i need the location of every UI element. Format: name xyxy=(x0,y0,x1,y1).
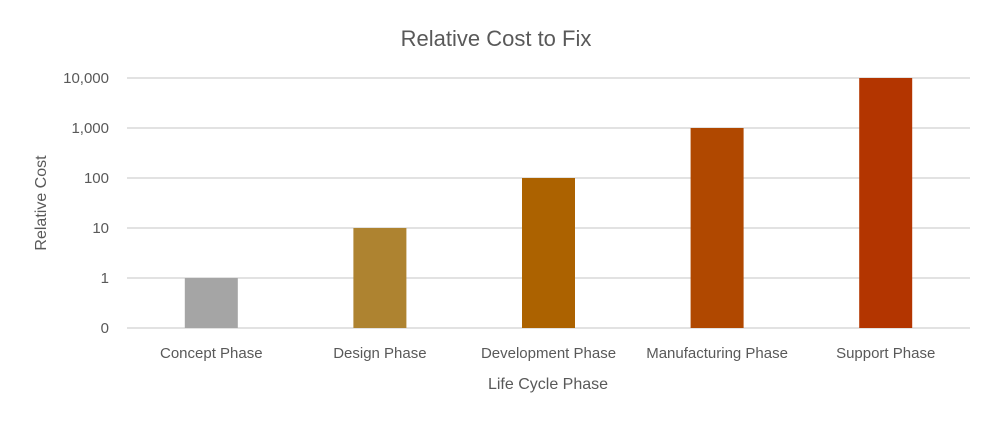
y-tick-label: 1 xyxy=(101,270,109,287)
bar xyxy=(859,78,913,328)
x-axis-ticks: Concept Phase Design Phase Development Pha… xyxy=(160,345,935,362)
x-tick-label: Manufacturing Phase xyxy=(646,345,788,362)
y-tick-label: 0 xyxy=(101,320,109,337)
x-tick-label: Design Phase xyxy=(333,345,426,362)
bars xyxy=(184,78,913,328)
x-tick-label: Support Phase xyxy=(836,345,935,362)
chart-title: Relative Cost to Fix xyxy=(401,26,592,51)
y-tick-label: 1,000 xyxy=(71,120,109,137)
x-tick-label: Concept Phase xyxy=(160,345,263,362)
bar xyxy=(522,178,575,328)
x-axis-label: Life Cycle Phase xyxy=(488,376,608,393)
y-tick-label: 10,000 xyxy=(63,70,109,87)
y-tick-label: 10 xyxy=(92,220,109,237)
bar xyxy=(690,128,744,328)
y-axis-ticks: 0 1 10 100 1,000 10,000 xyxy=(63,70,109,337)
y-axis-label: Relative Cost xyxy=(33,155,50,251)
x-tick-label: Development Phase xyxy=(481,345,616,362)
y-tick-label: 100 xyxy=(84,170,109,187)
bar xyxy=(353,228,407,328)
bar xyxy=(184,278,238,328)
